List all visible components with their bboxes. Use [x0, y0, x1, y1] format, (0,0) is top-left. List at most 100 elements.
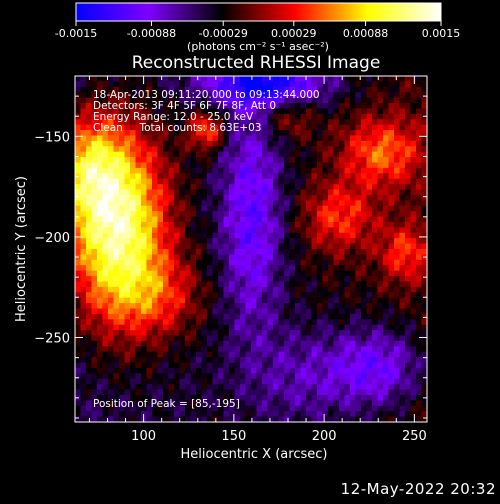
heatmap-cell: [168, 113, 175, 120]
heatmap-cell: [102, 86, 109, 93]
heatmap-cell: [262, 232, 269, 239]
heatmap-cell: [207, 81, 214, 88]
heatmap-cell: [262, 362, 269, 369]
heatmap-cell: [388, 108, 395, 115]
heatmap-cell: [229, 405, 236, 412]
heatmap-cell: [333, 254, 340, 261]
heatmap-cell: [366, 194, 373, 201]
heatmap-cell: [388, 221, 395, 228]
heatmap-cell: [361, 394, 368, 401]
heatmap-cell: [130, 351, 137, 358]
heatmap-cell: [97, 335, 104, 342]
heatmap-cell: [262, 227, 269, 234]
heatmap-cell: [355, 92, 362, 99]
heatmap-cell: [229, 227, 236, 234]
heatmap-cell: [201, 330, 208, 337]
heatmap-cell: [377, 378, 384, 385]
heatmap-cell: [289, 103, 296, 110]
heatmap-cell: [168, 335, 175, 342]
heatmap-cell: [355, 335, 362, 342]
heatmap-cell: [135, 400, 142, 407]
heatmap-cell: [245, 194, 252, 201]
heatmap-cell: [394, 227, 401, 234]
heatmap-cell: [273, 92, 280, 99]
heatmap-cell: [300, 157, 307, 164]
heatmap-cell: [383, 221, 390, 228]
heatmap-cell: [339, 270, 346, 277]
heatmap-cell: [113, 135, 120, 142]
heatmap-cell: [295, 378, 302, 385]
heatmap-cell: [350, 167, 357, 174]
heatmap-cell: [80, 119, 87, 126]
heatmap-cell: [152, 416, 159, 423]
heatmap-cell: [113, 373, 120, 380]
heatmap-cell: [262, 297, 269, 304]
heatmap-cell: [157, 108, 164, 115]
heatmap-cell: [267, 297, 274, 304]
heatmap-cell: [97, 135, 104, 142]
heatmap-cell: [262, 324, 269, 331]
heatmap-cell: [75, 259, 82, 266]
heatmap-cell: [185, 346, 192, 353]
heatmap-cell: [97, 108, 104, 115]
heatmap-cell: [102, 351, 109, 358]
heatmap-cell: [289, 367, 296, 374]
heatmap-cell: [240, 378, 247, 385]
heatmap-cell: [394, 259, 401, 266]
heatmap-cell: [97, 340, 104, 347]
x-tick-label: 200: [312, 429, 337, 444]
heatmap-cell: [174, 249, 181, 256]
heatmap-cell: [108, 194, 115, 201]
heatmap-cell: [262, 238, 269, 245]
heatmap-cell: [322, 351, 329, 358]
heatmap-cell: [201, 357, 208, 364]
heatmap-cell: [223, 259, 230, 266]
heatmap-cell: [350, 405, 357, 412]
heatmap-cell: [377, 357, 384, 364]
heatmap-cell: [229, 411, 236, 418]
heatmap-cell: [300, 357, 307, 364]
heatmap-cell: [108, 319, 115, 326]
heatmap-cell: [102, 357, 109, 364]
heatmap-cell: [174, 119, 181, 126]
heatmap-cell: [190, 157, 197, 164]
heatmap-cell: [190, 249, 197, 256]
heatmap-cell: [410, 351, 417, 358]
heatmap-cell: [377, 416, 384, 423]
heatmap-cell: [388, 367, 395, 374]
heatmap-cell: [130, 265, 137, 272]
heatmap-cell: [410, 281, 417, 288]
heatmap-cell: [311, 373, 318, 380]
heatmap-cell: [278, 97, 285, 104]
heatmap-cell: [394, 276, 401, 283]
heatmap-cell: [157, 340, 164, 347]
heatmap-cell: [317, 227, 324, 234]
heatmap-cell: [152, 405, 159, 412]
heatmap-cell: [146, 297, 153, 304]
heatmap-cell: [124, 357, 131, 364]
heatmap-cell: [273, 238, 280, 245]
heatmap-cell: [273, 103, 280, 110]
heatmap-cell: [223, 151, 230, 158]
heatmap-cell: [174, 157, 181, 164]
heatmap-cell: [328, 227, 335, 234]
heatmap-cell: [130, 184, 137, 191]
heatmap-cell: [394, 205, 401, 212]
heatmap-cell: [328, 319, 335, 326]
heatmap-cell: [399, 86, 406, 93]
heatmap-cell: [141, 151, 148, 158]
heatmap-cell: [355, 400, 362, 407]
heatmap-cell: [366, 113, 373, 120]
heatmap-cell: [163, 367, 170, 374]
heatmap-cell: [410, 324, 417, 331]
heatmap-cell: [130, 216, 137, 223]
heatmap-cell: [135, 405, 142, 412]
heatmap-cell: [300, 151, 307, 158]
heatmap-cell: [328, 292, 335, 299]
heatmap-cell: [388, 276, 395, 283]
heatmap-cell: [190, 216, 197, 223]
heatmap-cell: [91, 259, 98, 266]
heatmap-cell: [262, 108, 269, 115]
heatmap-cell: [317, 405, 324, 412]
heatmap-cell: [256, 319, 263, 326]
